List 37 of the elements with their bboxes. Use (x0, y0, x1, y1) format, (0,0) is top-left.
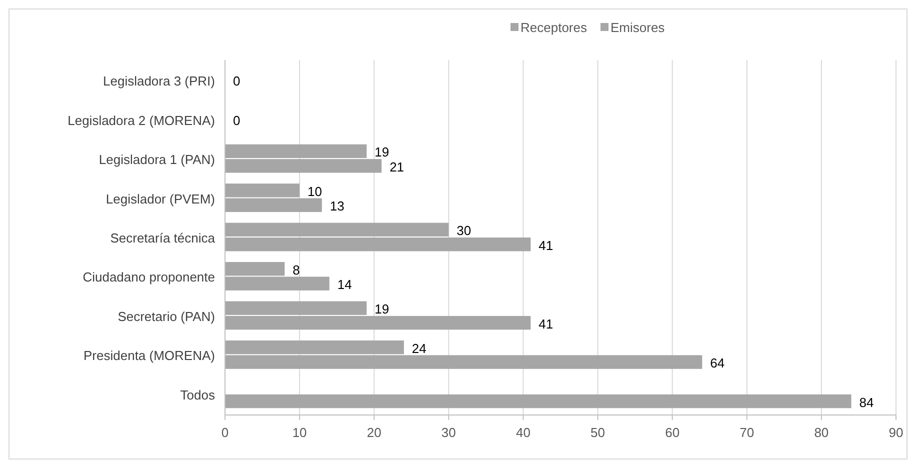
y-tick-label: Ciudadano proponente (82, 270, 215, 285)
x-tick-label: 0 (221, 425, 229, 440)
data-label: 14 (337, 277, 352, 292)
y-tick-label: Todos (180, 387, 216, 402)
x-tick-label: 70 (740, 425, 754, 440)
x-tick-label: 20 (366, 425, 382, 440)
y-tick-label: Legisladora 2 (MORENA) (68, 112, 215, 128)
x-tick-label: 80 (814, 425, 829, 440)
x-tick-label: 30 (441, 425, 456, 440)
y-tick-label: Legislador (PVEM) (106, 191, 215, 206)
y-tick-label: Legisladora 1 (PAN) (98, 152, 215, 168)
y-tick-label: Presidenta (MORENA) (84, 348, 215, 364)
data-label: 84 (859, 394, 874, 410)
data-label: 0 (233, 74, 240, 89)
data-label: 8 (292, 262, 300, 278)
x-tick-label: 40 (516, 425, 530, 440)
legend-label: Emisores (610, 20, 666, 35)
data-label: 21 (390, 159, 404, 174)
data-label: 30 (456, 223, 472, 238)
bar (225, 394, 852, 408)
y-tick-label: Secretario (PAN) (118, 308, 215, 324)
data-label: 10 (308, 184, 322, 199)
x-tick-label: 10 (292, 425, 307, 440)
data-label: 0 (233, 112, 240, 128)
data-label: 41 (538, 238, 554, 253)
data-label: 64 (710, 356, 725, 371)
legend-label: Receptores (520, 20, 588, 35)
y-tick-label: Secretaría técnica (110, 230, 216, 246)
data-label: 13 (330, 198, 344, 214)
data-label: 41 (538, 316, 554, 332)
x-tick-label: 90 (888, 425, 904, 440)
x-tick-label: 60 (665, 425, 680, 440)
x-tick-label: 50 (590, 425, 606, 440)
data-label: 19 (374, 144, 390, 160)
data-label: 19 (374, 302, 390, 317)
y-tick-label: Legisladora 3 (PRI) (103, 74, 215, 89)
data-label: 24 (412, 340, 426, 356)
